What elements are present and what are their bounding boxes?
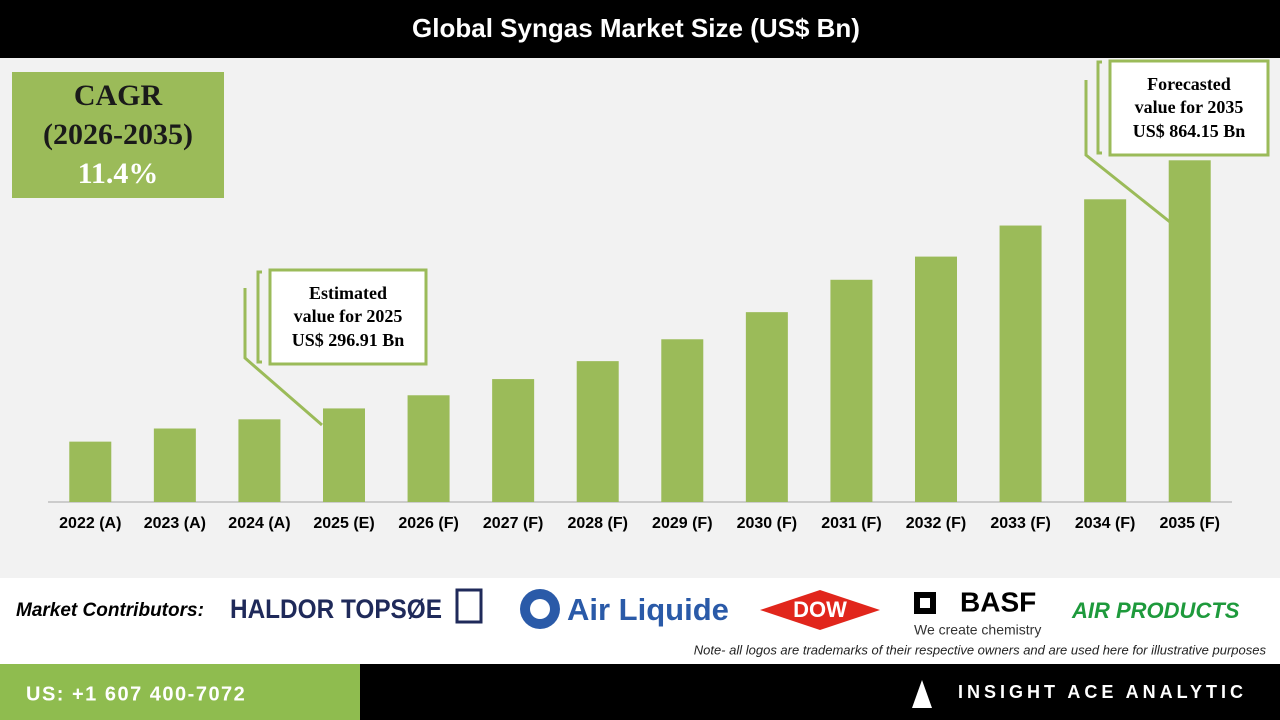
bar	[407, 395, 450, 502]
callout-text: US$ 864.15 Bn	[1133, 121, 1246, 141]
bar	[576, 361, 619, 502]
logo-icon	[760, 590, 880, 630]
logo: HALDOR TOPSØE	[230, 594, 442, 624]
callout-text: value for 2035	[1135, 97, 1244, 117]
x-tick-label: 2033 (F)	[990, 515, 1050, 532]
contributors-label: Market Contributors:	[16, 600, 204, 621]
bar	[915, 256, 957, 502]
cagr-label: CAGR	[74, 79, 163, 112]
callout-connector	[1084, 80, 1171, 224]
bar	[830, 279, 873, 502]
cagr-value: 11.4%	[78, 157, 159, 190]
callout-bracket	[1096, 60, 1102, 155]
x-tick-label: 2032 (F)	[906, 515, 966, 532]
x-tick-label: 2029 (F)	[652, 515, 712, 532]
callout-2035: Forecasted value for 2035 US$ 864.15 Bn	[1084, 59, 1270, 224]
callout-box	[1108, 59, 1270, 157]
bar	[1168, 160, 1211, 502]
bar	[238, 419, 281, 502]
bar	[153, 428, 196, 502]
callout-connector	[243, 288, 323, 427]
bar	[999, 225, 1042, 502]
x-tick-label: 2025 (E)	[313, 515, 374, 532]
logo: Air Liquide	[567, 592, 729, 627]
callout-text: value for 2025	[294, 306, 403, 326]
logo-icon	[530, 599, 550, 619]
logo: DOW	[793, 597, 847, 622]
logo-icon	[920, 598, 930, 608]
footer-left	[0, 664, 360, 720]
bar	[661, 339, 704, 502]
logo-icon	[455, 588, 483, 624]
x-tick-label: 2023 (A)	[144, 515, 206, 532]
x-tick-label: 2024 (A)	[228, 515, 290, 532]
x-tick-label: 2030 (F)	[737, 515, 797, 532]
footer-brand: INSIGHT ACE ANALYTIC	[958, 682, 1247, 702]
x-tick-label: 2035 (F)	[1159, 515, 1219, 532]
callout-box	[268, 268, 428, 366]
logo: BASF	[960, 586, 1036, 617]
chart-title: Global Syngas Market Size (US$ Bn)	[412, 13, 860, 43]
callout-bracket	[256, 270, 262, 364]
callout-text: US$ 296.91 Bn	[292, 330, 405, 350]
x-tick-label: 2031 (F)	[821, 515, 881, 532]
brand-icon	[912, 680, 932, 708]
header-bar	[0, 0, 1280, 58]
note: Note- all logos are trademarks of their …	[694, 642, 1267, 657]
callout-text: Estimated	[309, 283, 387, 303]
bar	[492, 379, 535, 502]
footer-right	[360, 664, 1280, 720]
bar	[69, 441, 112, 502]
callout-2025: Estimated value for 2025 US$ 296.91 Bn	[243, 268, 428, 427]
footer-phone: US: +1 607 400-7072	[26, 683, 246, 705]
x-tick-label: 2026 (F)	[398, 515, 458, 532]
x-tick-label: 2028 (F)	[567, 515, 627, 532]
callout-text: Forecasted	[1147, 74, 1231, 94]
logo-tagline: We create chemistry	[914, 622, 1041, 638]
x-tick-label: 2034 (F)	[1075, 515, 1135, 532]
x-tick-label: 2022 (A)	[59, 515, 121, 532]
bar	[1084, 199, 1127, 503]
x-tick-label: 2027 (F)	[483, 515, 543, 532]
cagr-period: (2026-2035)	[43, 118, 193, 151]
bar	[323, 408, 365, 502]
bar	[745, 312, 788, 502]
cagr-box	[12, 72, 224, 198]
logo: AIR PRODUCTS	[1071, 598, 1240, 623]
